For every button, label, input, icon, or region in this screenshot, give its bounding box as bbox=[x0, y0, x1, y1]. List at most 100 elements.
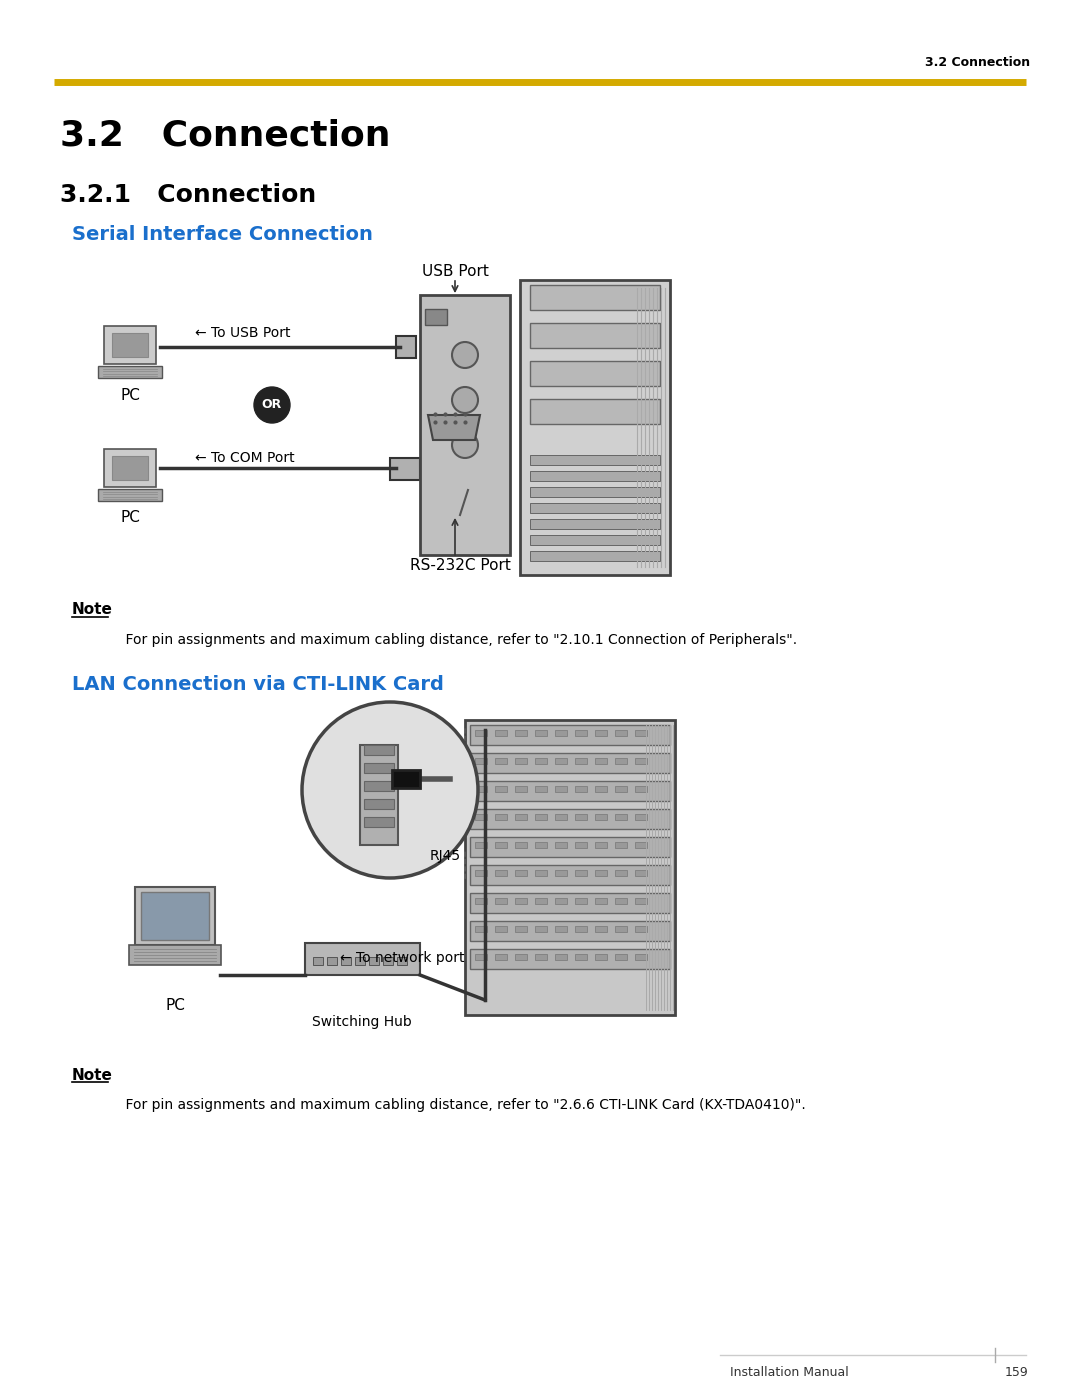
FancyBboxPatch shape bbox=[519, 279, 670, 576]
FancyBboxPatch shape bbox=[555, 898, 567, 904]
FancyBboxPatch shape bbox=[515, 898, 527, 904]
FancyBboxPatch shape bbox=[535, 787, 546, 792]
FancyBboxPatch shape bbox=[475, 814, 487, 820]
Circle shape bbox=[453, 432, 478, 458]
FancyBboxPatch shape bbox=[575, 870, 588, 876]
FancyBboxPatch shape bbox=[530, 535, 660, 545]
Text: 3.2 Connection: 3.2 Connection bbox=[924, 56, 1030, 68]
Text: RS-232C Port: RS-232C Port bbox=[409, 557, 511, 573]
FancyBboxPatch shape bbox=[575, 787, 588, 792]
FancyBboxPatch shape bbox=[575, 954, 588, 960]
FancyBboxPatch shape bbox=[98, 366, 162, 379]
FancyBboxPatch shape bbox=[530, 471, 660, 481]
FancyBboxPatch shape bbox=[104, 448, 156, 488]
FancyBboxPatch shape bbox=[475, 954, 487, 960]
FancyBboxPatch shape bbox=[470, 921, 670, 942]
FancyBboxPatch shape bbox=[98, 489, 162, 502]
FancyBboxPatch shape bbox=[515, 954, 527, 960]
FancyBboxPatch shape bbox=[515, 870, 527, 876]
FancyBboxPatch shape bbox=[392, 770, 420, 788]
FancyBboxPatch shape bbox=[530, 323, 660, 348]
FancyBboxPatch shape bbox=[635, 759, 647, 764]
FancyBboxPatch shape bbox=[535, 926, 546, 932]
FancyBboxPatch shape bbox=[595, 842, 607, 848]
FancyBboxPatch shape bbox=[575, 842, 588, 848]
FancyBboxPatch shape bbox=[555, 814, 567, 820]
FancyBboxPatch shape bbox=[397, 957, 407, 965]
FancyBboxPatch shape bbox=[595, 898, 607, 904]
FancyBboxPatch shape bbox=[615, 926, 627, 932]
FancyBboxPatch shape bbox=[495, 954, 507, 960]
FancyBboxPatch shape bbox=[595, 954, 607, 960]
FancyBboxPatch shape bbox=[495, 926, 507, 932]
FancyBboxPatch shape bbox=[615, 731, 627, 736]
FancyBboxPatch shape bbox=[575, 926, 588, 932]
Text: USB Port: USB Port bbox=[421, 264, 488, 279]
FancyBboxPatch shape bbox=[555, 926, 567, 932]
FancyBboxPatch shape bbox=[635, 842, 647, 848]
FancyBboxPatch shape bbox=[530, 360, 660, 386]
FancyBboxPatch shape bbox=[383, 957, 393, 965]
FancyBboxPatch shape bbox=[390, 458, 420, 481]
FancyBboxPatch shape bbox=[475, 898, 487, 904]
FancyBboxPatch shape bbox=[341, 957, 351, 965]
Text: Switching Hub: Switching Hub bbox=[312, 1016, 411, 1030]
FancyBboxPatch shape bbox=[635, 954, 647, 960]
FancyBboxPatch shape bbox=[465, 719, 675, 1016]
FancyBboxPatch shape bbox=[555, 759, 567, 764]
FancyBboxPatch shape bbox=[530, 285, 660, 310]
FancyBboxPatch shape bbox=[515, 842, 527, 848]
FancyBboxPatch shape bbox=[530, 520, 660, 529]
Text: RJ45: RJ45 bbox=[430, 849, 461, 863]
Text: PC: PC bbox=[120, 510, 140, 525]
FancyBboxPatch shape bbox=[595, 926, 607, 932]
Polygon shape bbox=[428, 415, 480, 440]
FancyBboxPatch shape bbox=[530, 550, 660, 562]
FancyBboxPatch shape bbox=[530, 488, 660, 497]
Text: ← To USB Port: ← To USB Port bbox=[195, 326, 291, 339]
FancyBboxPatch shape bbox=[475, 731, 487, 736]
FancyBboxPatch shape bbox=[535, 731, 546, 736]
FancyBboxPatch shape bbox=[475, 787, 487, 792]
FancyBboxPatch shape bbox=[104, 326, 156, 365]
FancyBboxPatch shape bbox=[555, 870, 567, 876]
FancyBboxPatch shape bbox=[112, 332, 148, 358]
FancyBboxPatch shape bbox=[475, 842, 487, 848]
FancyBboxPatch shape bbox=[369, 957, 379, 965]
FancyBboxPatch shape bbox=[470, 949, 670, 970]
FancyBboxPatch shape bbox=[305, 943, 420, 975]
FancyBboxPatch shape bbox=[615, 954, 627, 960]
FancyBboxPatch shape bbox=[555, 787, 567, 792]
FancyBboxPatch shape bbox=[364, 745, 394, 754]
FancyBboxPatch shape bbox=[535, 898, 546, 904]
Text: ← To COM Port: ← To COM Port bbox=[195, 451, 295, 465]
FancyBboxPatch shape bbox=[360, 745, 399, 845]
FancyBboxPatch shape bbox=[515, 759, 527, 764]
FancyBboxPatch shape bbox=[470, 781, 670, 800]
FancyBboxPatch shape bbox=[396, 337, 416, 358]
Circle shape bbox=[254, 387, 291, 423]
FancyBboxPatch shape bbox=[575, 731, 588, 736]
FancyBboxPatch shape bbox=[595, 814, 607, 820]
FancyBboxPatch shape bbox=[530, 455, 660, 465]
FancyBboxPatch shape bbox=[530, 400, 660, 425]
FancyBboxPatch shape bbox=[327, 957, 337, 965]
FancyBboxPatch shape bbox=[635, 898, 647, 904]
FancyBboxPatch shape bbox=[515, 787, 527, 792]
FancyBboxPatch shape bbox=[470, 809, 670, 828]
FancyBboxPatch shape bbox=[495, 842, 507, 848]
FancyBboxPatch shape bbox=[495, 787, 507, 792]
FancyBboxPatch shape bbox=[364, 817, 394, 827]
FancyBboxPatch shape bbox=[355, 957, 365, 965]
FancyBboxPatch shape bbox=[635, 814, 647, 820]
FancyBboxPatch shape bbox=[615, 870, 627, 876]
FancyBboxPatch shape bbox=[313, 957, 323, 965]
FancyBboxPatch shape bbox=[495, 759, 507, 764]
Text: 3.2.1   Connection: 3.2.1 Connection bbox=[60, 183, 316, 207]
FancyBboxPatch shape bbox=[129, 944, 221, 965]
FancyBboxPatch shape bbox=[615, 759, 627, 764]
FancyBboxPatch shape bbox=[555, 842, 567, 848]
FancyBboxPatch shape bbox=[535, 759, 546, 764]
FancyBboxPatch shape bbox=[141, 893, 210, 940]
FancyBboxPatch shape bbox=[575, 814, 588, 820]
